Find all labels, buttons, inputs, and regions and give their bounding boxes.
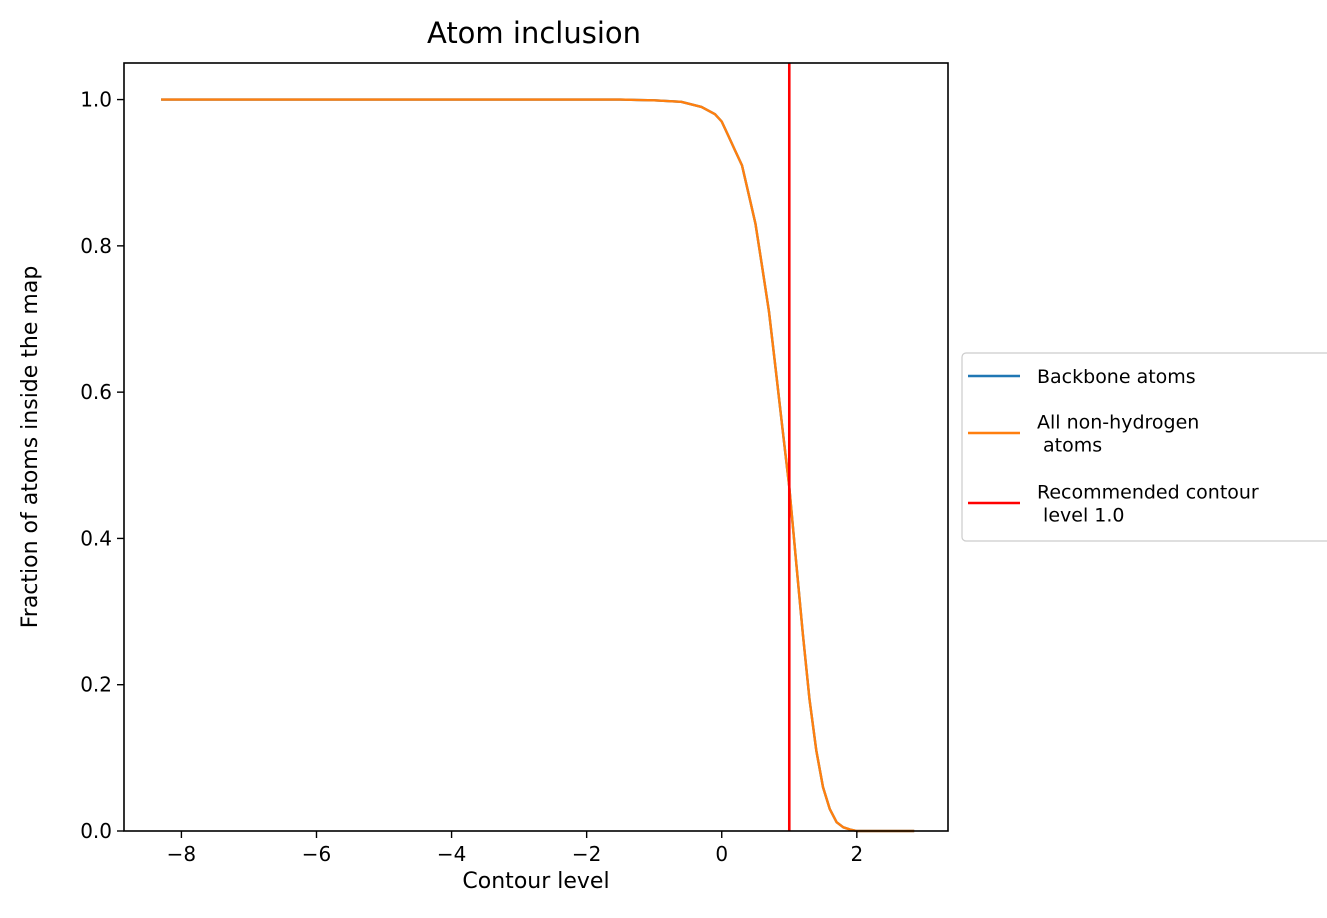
series-line-non-hydrogen	[161, 98, 915, 833]
x-tick-label: −8	[167, 842, 196, 866]
plot-lines	[161, 63, 915, 833]
legend-box	[961, 352, 1327, 542]
x-tick-label: 0	[715, 842, 728, 866]
y-tick-label: 0.4	[80, 526, 112, 550]
legend-item-non-hydrogen: All non-hydrogen atoms	[968, 412, 1199, 457]
y-axis-label: Fraction of atoms inside the map	[18, 266, 43, 629]
x-tick-label: 2	[850, 842, 863, 866]
y-tick-label: 1.0	[80, 88, 112, 112]
legend-item-recommended-contour: Recommended contour level 1.0	[968, 482, 1259, 527]
x-axis-ticks: −8 −6 −4 −2 0 2	[167, 831, 863, 866]
plot-frame	[123, 62, 949, 832]
legend-label: All non-hydrogen atoms	[1037, 412, 1199, 457]
chart-title: Atom inclusion	[427, 16, 641, 50]
y-tick-label: 0.0	[80, 819, 112, 843]
x-tick-label: −2	[572, 842, 601, 866]
y-axis-ticks: 0.0 0.2 0.4 0.6 0.8 1.0	[80, 88, 124, 843]
y-tick-label: 0.2	[80, 673, 112, 697]
legend: Backbone atoms All non-hydrogen atoms Reco…	[961, 352, 1327, 542]
series-line-backbone	[161, 98, 915, 833]
legend-label: Backbone atoms	[1037, 366, 1196, 388]
x-axis-label: Contour level	[462, 869, 609, 894]
x-tick-label: −4	[437, 842, 466, 866]
legend-label: Recommended contour level 1.0	[1037, 482, 1259, 527]
legend-item-backbone: Backbone atoms	[968, 366, 1196, 388]
x-tick-label: −6	[302, 842, 331, 866]
y-tick-label: 0.6	[80, 380, 112, 404]
y-tick-label: 0.8	[80, 234, 112, 258]
